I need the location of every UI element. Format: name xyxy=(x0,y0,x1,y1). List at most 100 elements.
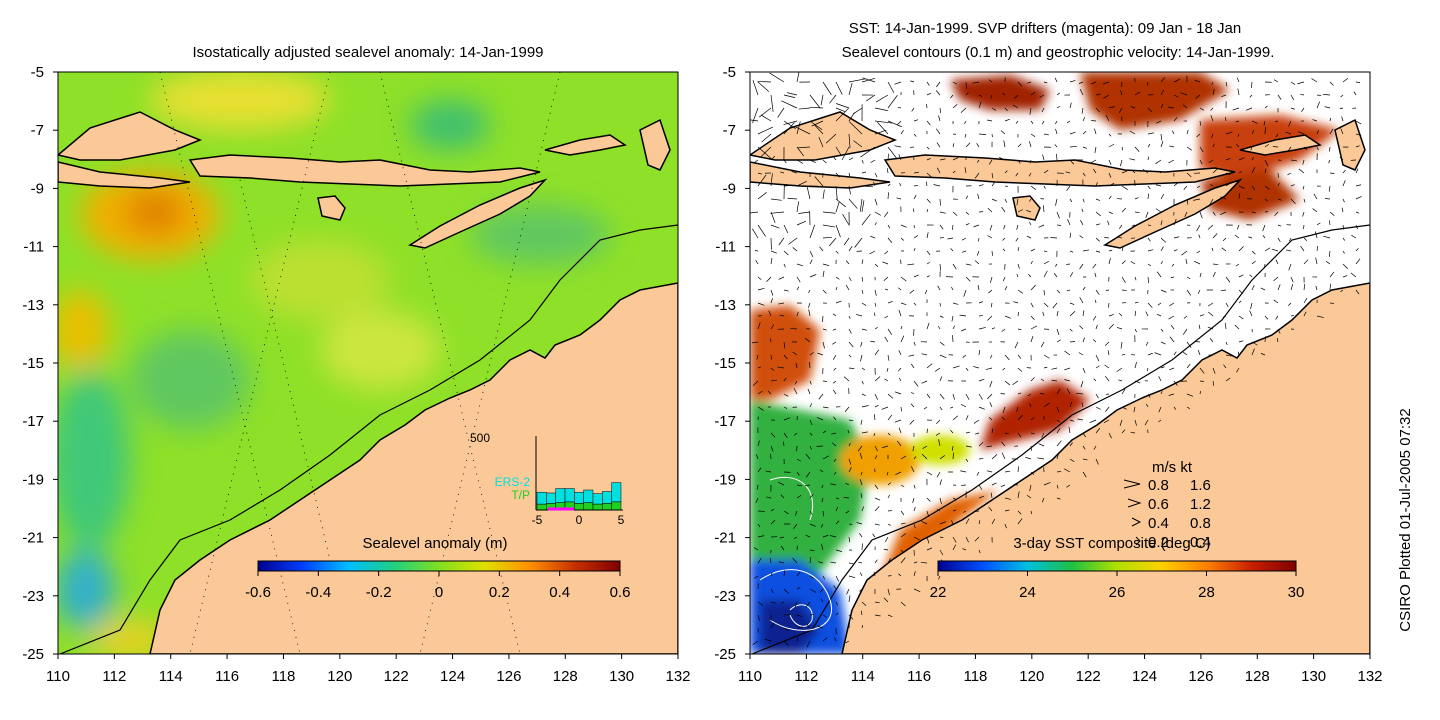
velocity-vector xyxy=(1350,272,1357,278)
velocity-vector xyxy=(822,328,827,331)
left-x-axis: 110 112 114 116 118 120 122 124 126 128 130 132 xyxy=(46,654,691,685)
velocity-vector xyxy=(1093,378,1097,382)
velocity-vector xyxy=(1004,315,1011,319)
velocity-vector xyxy=(1015,237,1019,242)
velocity-vector xyxy=(926,198,931,203)
velocity-vector xyxy=(1158,419,1162,423)
velocity-vector xyxy=(913,561,918,564)
velocity-vector xyxy=(790,328,798,330)
velocity-vector xyxy=(939,107,941,113)
velocity-vector xyxy=(806,623,811,629)
velocity-vector xyxy=(952,170,956,174)
velocity-vector xyxy=(900,455,907,460)
velocity-vector xyxy=(1104,364,1110,369)
histogram-xticks: -5 0 5 xyxy=(532,513,625,527)
velocity-vector xyxy=(808,289,811,293)
velocity-vector xyxy=(1001,452,1006,460)
velocity-vector xyxy=(1264,168,1267,174)
velocity-vector xyxy=(1000,484,1006,487)
velocity-vector xyxy=(1168,315,1175,320)
velocity-vector xyxy=(1029,403,1032,408)
velocity-vector xyxy=(794,432,798,436)
velocity-vector xyxy=(1082,146,1087,149)
velocity-vector xyxy=(754,575,759,579)
velocity-vector xyxy=(1017,289,1023,294)
velocity-vector xyxy=(894,145,902,148)
velocity-vector xyxy=(1108,143,1115,148)
velocity-vector xyxy=(797,146,811,149)
velocity-vector xyxy=(1303,237,1308,242)
velocity-vector xyxy=(1328,220,1331,226)
velocity-vector xyxy=(1056,310,1059,317)
left-x-tick-label-1: 112 xyxy=(102,668,126,685)
right-y-tick-label-4: -13 xyxy=(714,297,736,314)
velocity-vector xyxy=(1155,120,1162,124)
velocity-vector xyxy=(757,366,761,369)
velocity-vector xyxy=(1066,185,1071,191)
velocity-vector xyxy=(1029,159,1032,164)
velocity-vector xyxy=(1311,78,1318,83)
velocity-vector xyxy=(986,470,993,473)
velocity-vector xyxy=(791,171,798,174)
velocity-vector xyxy=(821,484,824,489)
velocity-vector xyxy=(1238,185,1245,189)
velocity-vector xyxy=(874,326,878,330)
velocity-vector xyxy=(938,439,941,447)
velocity-vector xyxy=(1277,172,1279,178)
velocity-vector xyxy=(1324,106,1331,109)
velocity-vector xyxy=(1132,170,1136,174)
velocity-vector xyxy=(1056,105,1061,109)
velocity-vector xyxy=(861,159,864,164)
velocity-vector xyxy=(1303,283,1306,291)
velocity-vector xyxy=(1160,133,1163,141)
velocity-vector xyxy=(1160,77,1166,83)
velocity-vector xyxy=(1134,211,1140,214)
velocity-vector xyxy=(913,341,916,346)
velocity-vector xyxy=(835,549,842,552)
velocity-vector xyxy=(913,484,916,489)
velocity-vector xyxy=(796,286,800,291)
velocity-vector xyxy=(887,393,894,399)
velocity-vector xyxy=(989,224,993,231)
left-x-tick-label-0: 110 xyxy=(46,668,70,685)
velocity-vector xyxy=(796,72,800,83)
velocity-vector xyxy=(991,518,996,525)
velocity-vector xyxy=(1069,80,1076,83)
velocity-vector xyxy=(1155,159,1162,165)
velocity-vector xyxy=(1017,247,1020,252)
velocity-vector xyxy=(965,367,969,371)
velocity-vector xyxy=(1302,185,1305,190)
velocity-vector xyxy=(843,376,850,382)
velocity-vector xyxy=(1212,271,1216,278)
histogram-legend-tp: T/P xyxy=(511,488,530,502)
velocity-vector xyxy=(778,237,785,246)
velocity-vector xyxy=(1353,91,1357,96)
velocity-vector xyxy=(950,429,954,434)
velocity-vector xyxy=(1238,193,1240,200)
velocity-vector xyxy=(1340,94,1344,98)
velocity-vector xyxy=(939,521,946,525)
velocity-vector xyxy=(1193,198,1201,201)
velocity-vector xyxy=(1066,289,1071,292)
velocity-vector xyxy=(835,172,840,178)
left-y-tick-label-10: -25 xyxy=(22,646,44,663)
velocity-vector xyxy=(935,432,941,436)
velocity-vector xyxy=(974,536,980,542)
velocity-vector xyxy=(1082,458,1088,461)
velocity-legend: m/s kt 0.8 1.6 0.6 1.2 0.4 0.8 0.2 0.4 xyxy=(1123,459,1211,551)
velocity-vector xyxy=(1237,88,1240,96)
velocity-vector xyxy=(926,510,930,517)
velocity-vector xyxy=(951,315,954,322)
velocity-vector xyxy=(910,466,915,473)
velocity-vector xyxy=(770,173,773,187)
velocity-vector xyxy=(926,428,928,434)
velocity-vector xyxy=(913,536,920,541)
velocity-vector xyxy=(861,289,864,294)
velocity-vector xyxy=(1043,270,1048,278)
velocity-vector xyxy=(833,416,837,421)
velocity-vector xyxy=(1155,208,1162,213)
velocity-vector xyxy=(757,467,762,473)
velocity-vector xyxy=(1041,497,1045,503)
velocity-vector xyxy=(794,380,798,385)
